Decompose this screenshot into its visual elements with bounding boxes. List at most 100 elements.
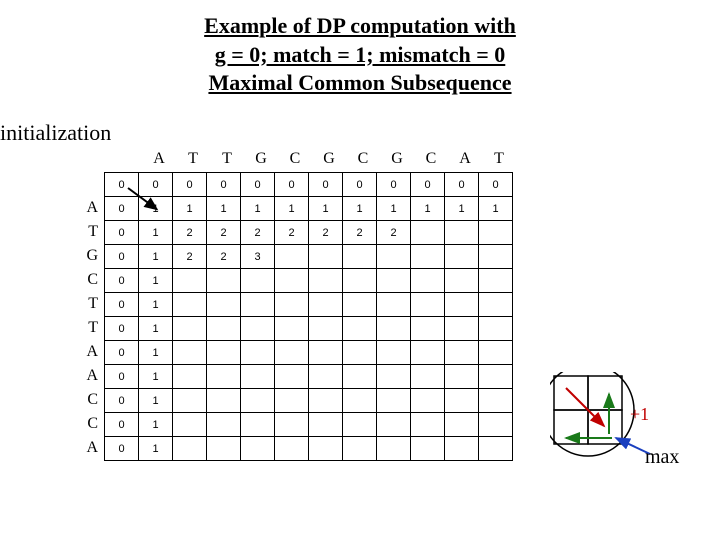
dp-cell: 1	[241, 197, 275, 221]
dp-cell	[479, 317, 513, 341]
dp-value: 0	[118, 323, 124, 335]
dp-cell: 2	[241, 221, 275, 245]
dp-cell	[479, 413, 513, 437]
dp-cell	[275, 317, 309, 341]
dp-cell	[479, 245, 513, 269]
dp-cell	[309, 245, 343, 269]
dp-value: 1	[458, 203, 464, 215]
dp-cell: 1	[377, 197, 411, 221]
dp-cell: 1	[343, 197, 377, 221]
dp-cell	[411, 221, 445, 245]
dp-value: 1	[152, 443, 158, 455]
dp-cell	[275, 413, 309, 437]
mini-diagram: +1 max	[550, 372, 680, 492]
dp-cell: 0	[377, 173, 411, 197]
dp-cell: 1	[411, 197, 445, 221]
dp-cell	[173, 317, 207, 341]
dp-cell	[377, 437, 411, 461]
dp-cell	[445, 413, 479, 437]
dp-grid: 0000000000000111111111110122222220122301…	[104, 172, 513, 461]
dp-cell	[343, 269, 377, 293]
dp-cell	[343, 437, 377, 461]
dp-cell	[377, 317, 411, 341]
dp-cell: 0	[105, 293, 139, 317]
dp-cell: 3	[241, 245, 275, 269]
dp-value: 2	[390, 227, 396, 239]
slide-title: Example of DP computation with g = 0; ma…	[0, 12, 720, 98]
dp-value: 0	[390, 179, 396, 191]
dp-cell	[411, 269, 445, 293]
dp-cell: 2	[173, 221, 207, 245]
dp-value: 0	[458, 179, 464, 191]
dp-cell: 0	[105, 341, 139, 365]
row-header	[78, 172, 104, 196]
dp-value: 2	[220, 227, 226, 239]
dp-cell: 1	[207, 197, 241, 221]
dp-cell: 1	[139, 221, 173, 245]
dp-value: 0	[118, 419, 124, 431]
dp-cell	[343, 293, 377, 317]
dp-cell	[479, 269, 513, 293]
row-header: A	[78, 364, 104, 388]
dp-value: 1	[152, 251, 158, 263]
dp-grid-wrap: 0000000000000111111111110122222220122301…	[104, 172, 513, 461]
dp-cell	[241, 341, 275, 365]
dp-cell: 1	[173, 197, 207, 221]
dp-cell: 0	[411, 173, 445, 197]
dp-cell	[411, 389, 445, 413]
dp-cell: 2	[207, 221, 241, 245]
dp-value: 1	[152, 395, 158, 407]
row-header: G	[78, 244, 104, 268]
dp-value: 1	[424, 203, 430, 215]
dp-cell	[377, 293, 411, 317]
dp-cell	[479, 389, 513, 413]
dp-cell	[309, 389, 343, 413]
dp-value: 0	[118, 443, 124, 455]
dp-value: 1	[152, 371, 158, 383]
dp-cell: 0	[309, 173, 343, 197]
dp-cell	[445, 389, 479, 413]
dp-value: 2	[186, 251, 192, 263]
col-header: G	[380, 150, 414, 172]
dp-cell	[241, 293, 275, 317]
dp-value: 1	[152, 227, 158, 239]
col-header: C	[278, 150, 312, 172]
dp-cell	[411, 293, 445, 317]
dp-cell: 1	[139, 365, 173, 389]
col-header: A	[142, 150, 176, 172]
dp-cell	[207, 365, 241, 389]
dp-value: 0	[322, 179, 328, 191]
dp-cell	[241, 389, 275, 413]
dp-value: 0	[118, 371, 124, 383]
dp-cell	[309, 269, 343, 293]
dp-cell	[207, 293, 241, 317]
dp-value: 0	[118, 203, 124, 215]
col-header: T	[482, 150, 516, 172]
dp-cell	[275, 245, 309, 269]
dp-value: 1	[152, 347, 158, 359]
dp-cell: 0	[207, 173, 241, 197]
dp-cell: 1	[139, 389, 173, 413]
dp-value: 0	[118, 275, 124, 287]
row-headers: ATGCTTAACCA	[78, 172, 104, 461]
dp-cell: 1	[139, 245, 173, 269]
dp-cell	[241, 413, 275, 437]
dp-value: 0	[118, 251, 124, 263]
row-header: A	[78, 196, 104, 220]
dp-value: 1	[152, 323, 158, 335]
dp-cell	[309, 293, 343, 317]
dp-cell	[377, 341, 411, 365]
dp-cell	[479, 365, 513, 389]
dp-cell	[343, 245, 377, 269]
dp-value: 2	[186, 227, 192, 239]
column-headers: ATTGCGCGCAT	[108, 150, 516, 172]
dp-cell	[445, 269, 479, 293]
dp-cell: 0	[105, 197, 139, 221]
dp-cell	[411, 437, 445, 461]
col-header: C	[414, 150, 448, 172]
dp-cell: 0	[479, 173, 513, 197]
row-header: T	[78, 316, 104, 340]
dp-value: 0	[118, 347, 124, 359]
dp-cell	[173, 389, 207, 413]
row-header: C	[78, 412, 104, 436]
